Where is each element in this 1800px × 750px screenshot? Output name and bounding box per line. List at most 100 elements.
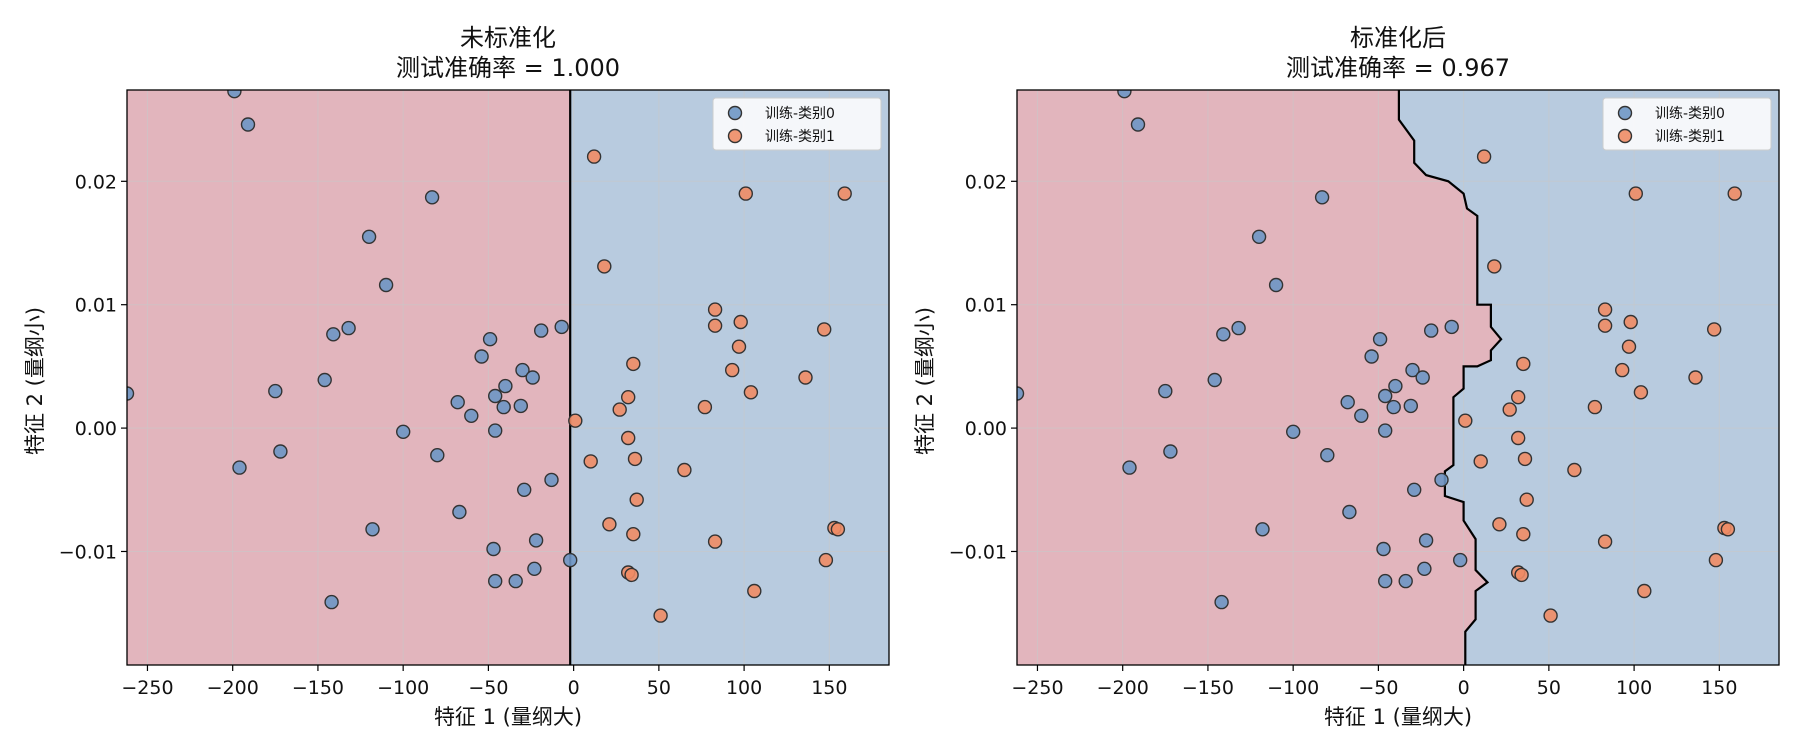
legend-marker xyxy=(727,128,743,144)
data-point-class1 xyxy=(597,259,612,274)
data-point-class1 xyxy=(1517,451,1533,467)
data-point-class1 xyxy=(1516,356,1531,372)
legend-label: 训练-类别1 xyxy=(1655,129,1725,145)
data-point-class1 xyxy=(1519,492,1534,507)
series-class1 xyxy=(1458,149,1742,623)
x-tick-label: 150 xyxy=(1701,677,1737,699)
data-point-class1 xyxy=(1516,527,1531,542)
data-point-class0 xyxy=(1398,573,1413,589)
chart-panel-scaled: 标准化后 测试准确率 = 0.967 特征 1 (量纲大) 特征 2 (量纲小)… xyxy=(913,24,1780,729)
data-point-class1 xyxy=(1628,186,1644,201)
data-point-class0 xyxy=(1403,398,1419,414)
data-point-class0 xyxy=(326,327,341,342)
data-point-class0 xyxy=(324,594,339,610)
data-point-class0 xyxy=(1255,522,1270,537)
axes-frame xyxy=(1016,89,1780,666)
x-tick-label: 100 xyxy=(1616,677,1652,699)
data-point-class1 xyxy=(1597,318,1613,333)
data-point-class1 xyxy=(1614,362,1630,378)
y-tick-label: 0.02 xyxy=(965,171,1007,193)
data-point-class0 xyxy=(1364,349,1379,364)
data-point-class0 xyxy=(517,482,532,497)
data-point-class0 xyxy=(1342,504,1357,520)
data-point-class1 xyxy=(1688,370,1703,385)
data-point-class0 xyxy=(1406,482,1422,497)
data-point-class0 xyxy=(1340,395,1355,410)
data-point-class0 xyxy=(515,362,530,378)
data-point-class1 xyxy=(621,430,636,446)
region-class0 xyxy=(1017,90,1502,665)
data-point-class1 xyxy=(1502,402,1517,417)
data-point-class0 xyxy=(486,541,501,557)
data-point-class0 xyxy=(1452,552,1468,568)
x-tick-label: 50 xyxy=(1537,677,1561,699)
data-point-class0 xyxy=(1285,424,1301,439)
legend-marker xyxy=(1617,105,1633,121)
data-point-class1 xyxy=(1720,522,1736,537)
y-tick-label: 0.02 xyxy=(75,171,117,193)
region-class0 xyxy=(127,90,571,665)
data-point-class1 xyxy=(697,399,713,415)
data-point-class0 xyxy=(430,448,445,463)
data-point-class0 xyxy=(1417,561,1432,576)
y-tick-label: 0.00 xyxy=(75,418,117,440)
data-point-class0 xyxy=(508,573,523,589)
data-point-class0 xyxy=(1163,444,1178,459)
data-point-class0 xyxy=(1388,378,1403,394)
data-point-class1 xyxy=(817,322,832,337)
y-tick-label: −0.01 xyxy=(59,541,117,563)
y-tick-label: 0.00 xyxy=(965,418,1007,440)
x-tick-label: −100 xyxy=(377,677,429,699)
data-point-class1 xyxy=(568,413,583,428)
data-point-class0 xyxy=(1231,320,1246,336)
chart-subtitle: 测试准确率 = 1.000 xyxy=(396,54,620,82)
data-point-class0 xyxy=(1214,594,1229,610)
legend: 训练-类别0 训练-类别1 xyxy=(1602,97,1772,151)
data-point-class1 xyxy=(1514,567,1529,583)
x-tick-label: 0 xyxy=(568,677,580,699)
x-tick-label: −50 xyxy=(1358,677,1398,699)
legend-box xyxy=(712,97,882,151)
data-point-class0 xyxy=(378,277,394,293)
data-point-class1 xyxy=(612,402,627,417)
data-point-class1 xyxy=(818,552,834,568)
data-point-class0 xyxy=(1415,370,1430,385)
x-tick-label: −200 xyxy=(207,677,259,699)
data-point-class1 xyxy=(1621,339,1637,354)
data-point-class1 xyxy=(1597,534,1613,549)
x-tick-label: 150 xyxy=(811,677,847,699)
data-point-class0 xyxy=(1314,190,1330,205)
legend-marker xyxy=(1617,128,1633,144)
data-point-class1 xyxy=(733,314,748,330)
x-tick-label: 50 xyxy=(647,677,671,699)
data-point-class0 xyxy=(361,229,377,245)
data-point-class0 xyxy=(1122,460,1137,475)
x-tick-label: −50 xyxy=(468,677,508,699)
legend-box xyxy=(1602,97,1772,151)
data-point-class1 xyxy=(626,527,641,542)
data-point-class0 xyxy=(240,117,256,132)
x-tick-label: −200 xyxy=(1097,677,1149,699)
y-tick-label: −0.01 xyxy=(949,541,1007,563)
series-class0 xyxy=(1017,90,1468,610)
data-point-class0 xyxy=(396,424,411,439)
legend: 训练-类别0 训练-类别1 xyxy=(712,97,882,151)
data-point-class0 xyxy=(474,349,489,364)
data-point-class1 xyxy=(1587,399,1603,415)
data-point-class1 xyxy=(1567,462,1582,478)
data-point-class0 xyxy=(1117,90,1132,99)
data-point-class0 xyxy=(496,399,511,415)
data-point-class0 xyxy=(1377,388,1393,404)
plot-area: −250 −200 −150 −100 −50 0 50 100 150 −0.01 0.00 0.0… xyxy=(949,89,1780,699)
grid xyxy=(127,90,889,665)
data-point-class0 xyxy=(127,386,135,401)
data-point-class1 xyxy=(1510,430,1526,446)
data-point-class0 xyxy=(1216,327,1231,342)
data-point-class0 xyxy=(273,444,288,459)
y-tick-label: 0.01 xyxy=(965,295,1007,317)
data-point-class1 xyxy=(1597,302,1613,317)
x-tick-label: −250 xyxy=(121,677,173,699)
data-point-class0 xyxy=(1444,319,1459,335)
data-point-class1 xyxy=(1510,390,1526,405)
